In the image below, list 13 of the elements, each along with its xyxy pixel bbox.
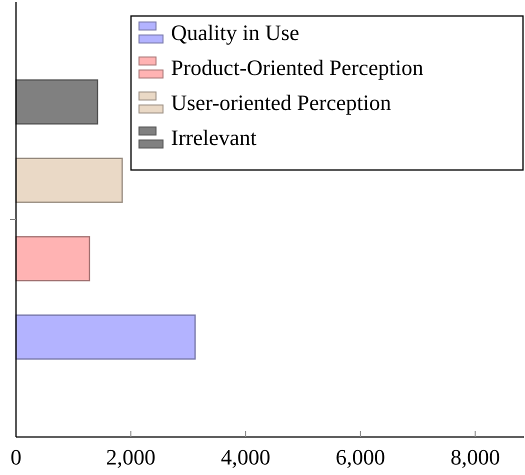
bar <box>15 79 98 125</box>
bar <box>15 158 123 203</box>
bar <box>15 314 196 360</box>
bar <box>15 236 90 282</box>
legend-label: User-oriented Perception <box>171 90 392 115</box>
legend-label: Quality in Use <box>171 20 300 45</box>
x-tick-label: 6,000 <box>336 444 386 470</box>
x-tick-label: 4,000 <box>220 444 270 470</box>
legend-label: Irrelevant <box>171 125 256 150</box>
x-tick-label: 8,000 <box>450 444 500 470</box>
x-tick-label: 0 <box>10 444 22 470</box>
x-tick-label: 2,000 <box>106 444 156 470</box>
legend-label: Product-Oriented Perception <box>171 55 424 80</box>
